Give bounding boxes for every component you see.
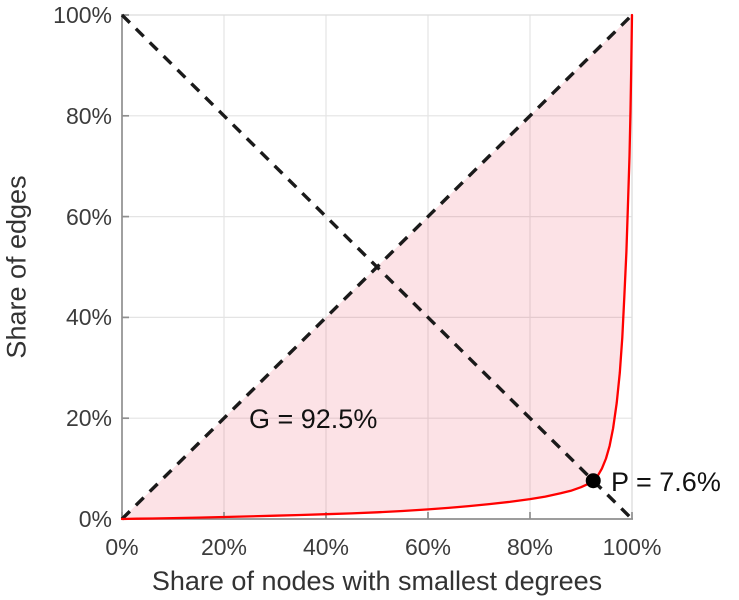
anti-diagonal bbox=[120, 13, 634, 521]
y-tick-label: 60% bbox=[65, 204, 112, 230]
y-axis-title: Share of edges bbox=[1, 175, 32, 359]
x-axis-title: Share of nodes with smallest degrees bbox=[151, 566, 603, 596]
x-tick-label: 60% bbox=[404, 534, 452, 560]
y-tick-label: 20% bbox=[65, 405, 112, 431]
y-tick-label: 80% bbox=[65, 103, 112, 129]
y-tick-label: 40% bbox=[65, 304, 112, 330]
point-annotation: P = 7.6% bbox=[611, 467, 721, 497]
x-tick-label: 40% bbox=[302, 534, 350, 560]
gini-annotation: G = 92.5% bbox=[249, 404, 378, 434]
x-tick-label: 100% bbox=[602, 534, 662, 560]
point-marker bbox=[585, 473, 601, 489]
x-tick-label: 80% bbox=[506, 534, 554, 560]
lorenz-curve bbox=[120, 13, 634, 521]
x-tick-label: 0% bbox=[105, 534, 139, 560]
y-tick-label: 0% bbox=[78, 506, 112, 532]
y-tick-label: 100% bbox=[53, 2, 112, 28]
x-tick-label: 20% bbox=[200, 534, 248, 560]
